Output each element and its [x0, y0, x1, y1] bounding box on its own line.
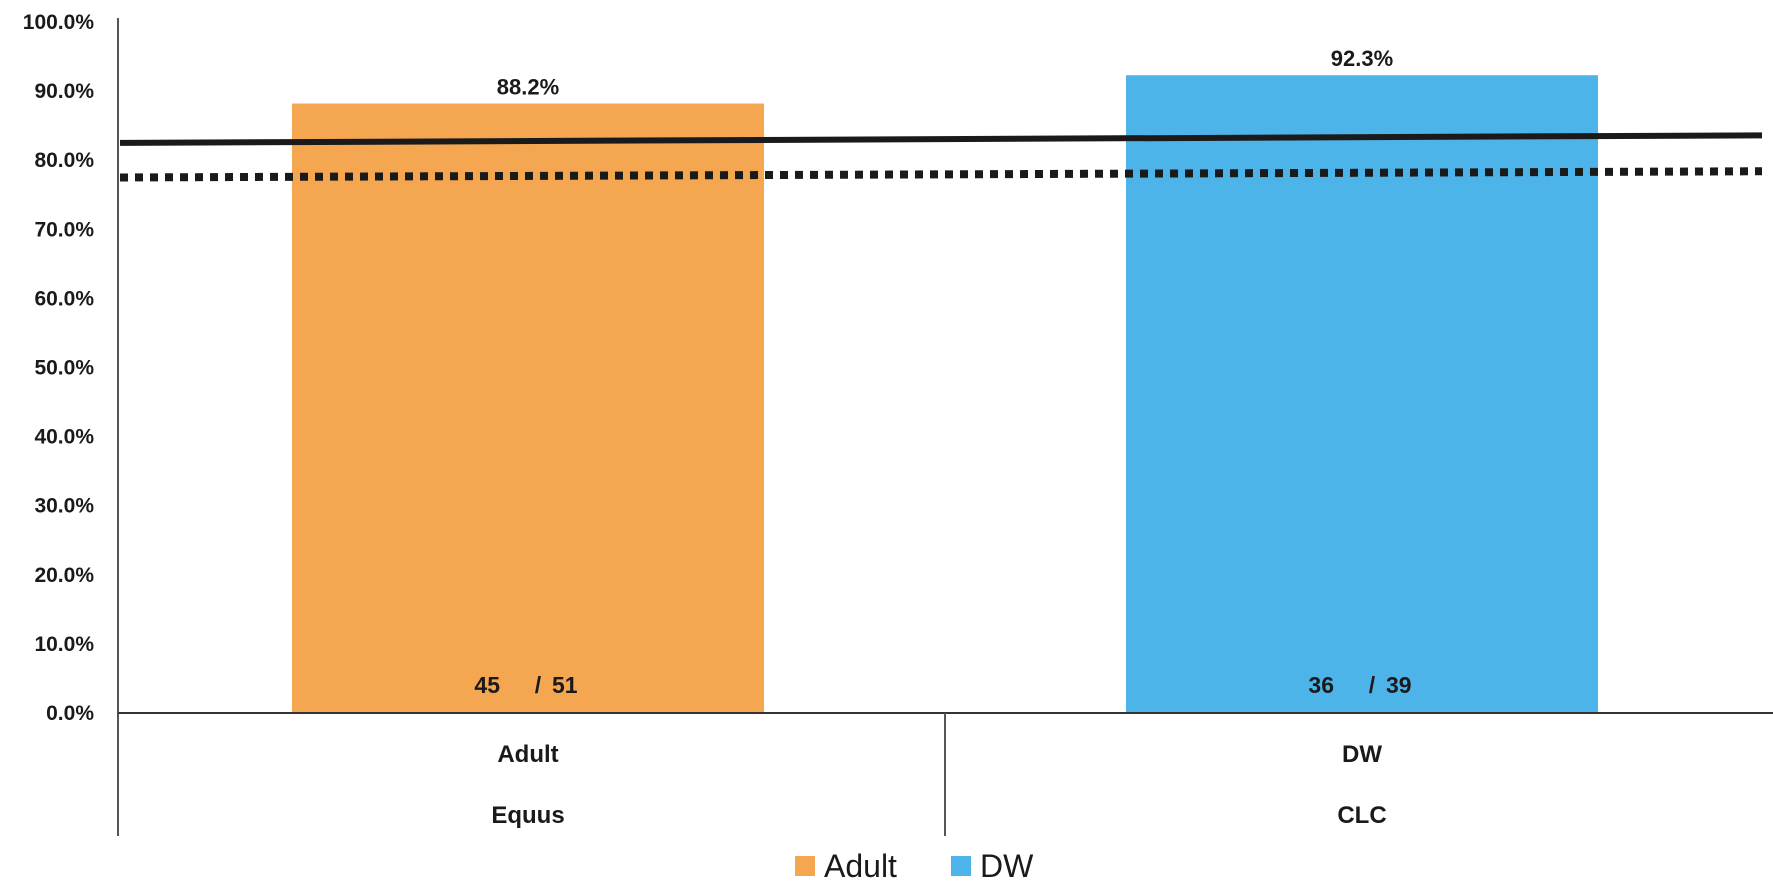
count-separator: / [535, 672, 542, 698]
y-tick-label: 60.0% [34, 287, 94, 310]
bar-dw [1126, 75, 1598, 713]
bar-adult [292, 103, 764, 713]
legend-swatch-dw [951, 856, 971, 876]
y-tick-label: 0.0% [46, 702, 94, 725]
group-label: Equus [491, 802, 564, 829]
y-tick-label: 10.0% [34, 633, 94, 656]
count-separator: / [1369, 672, 1376, 698]
y-tick-label: 40.0% [34, 426, 94, 449]
data-label-adult: 88.2% [497, 75, 559, 100]
y-tick-label: 30.0% [34, 495, 94, 518]
data-label-dw: 92.3% [1331, 46, 1393, 71]
category-label: DW [1342, 741, 1382, 768]
y-tick-label: 80.0% [34, 149, 94, 172]
category-label: Adult [497, 741, 558, 768]
y-tick-label: 70.0% [34, 218, 94, 241]
y-tick-label: 20.0% [34, 564, 94, 587]
y-tick-label: 50.0% [34, 357, 94, 380]
legend-swatch-adult [795, 856, 815, 876]
legend-item-adult: Adult [824, 848, 897, 884]
group-label: CLC [1337, 802, 1386, 829]
count-label-adult: 45 [474, 672, 500, 698]
y-tick-label: 90.0% [34, 80, 94, 103]
legend-item-dw: DW [980, 848, 1034, 884]
reference-line-dotted [119, 167, 1763, 182]
total-label-adult: 51 [552, 672, 578, 698]
total-label-dw: 39 [1386, 672, 1412, 698]
y-tick-label: 100.0% [23, 11, 95, 34]
count-label-dw: 36 [1308, 672, 1334, 698]
reference-line-solid [119, 132, 1763, 146]
